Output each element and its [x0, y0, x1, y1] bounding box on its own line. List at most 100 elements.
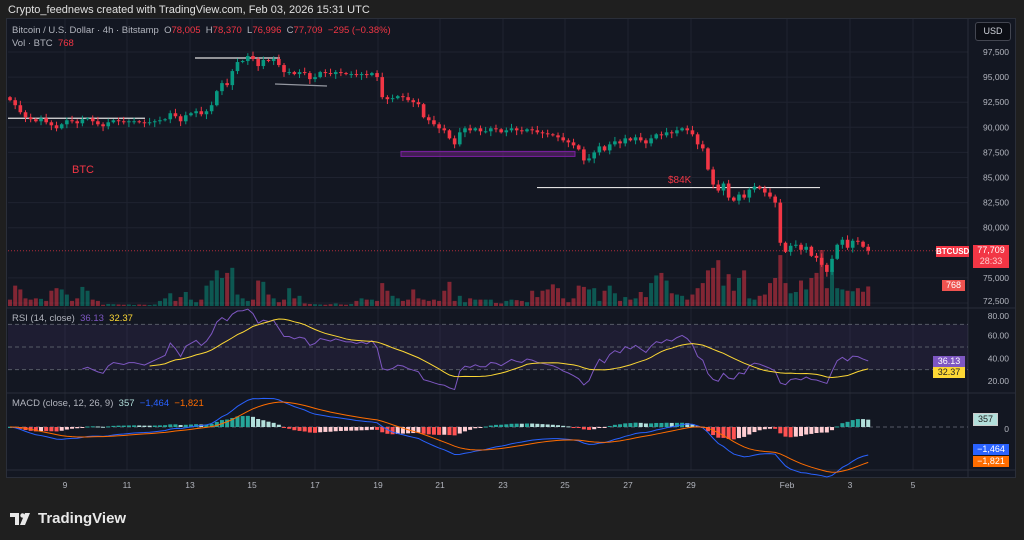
candle-body [825, 264, 829, 272]
candle-body [90, 118, 95, 122]
candle-body [302, 72, 307, 74]
candle-body [168, 113, 173, 120]
change-value: −295 (−0.38%) [327, 25, 391, 36]
volume-bar [199, 299, 204, 306]
x-tick-label: 23 [498, 480, 508, 490]
macd-histogram-bar [250, 416, 255, 427]
candle-body [246, 56, 250, 62]
candle-body [551, 134, 555, 136]
volume-bar [799, 280, 804, 306]
volume-bar [64, 294, 69, 306]
candle-body [344, 73, 348, 75]
macd-histogram-bar [499, 424, 504, 427]
candle-body [540, 132, 545, 134]
candle-body [323, 72, 328, 74]
macd-histogram-bar [545, 424, 550, 427]
macd-histogram-bar [493, 424, 498, 427]
macd-histogram-bar [307, 427, 312, 433]
macd-histogram-bar [276, 424, 281, 427]
volume-bar [561, 298, 566, 306]
candle-body [8, 97, 12, 101]
volume-bar [49, 290, 54, 306]
candle-body [49, 122, 54, 126]
volume-bar [80, 286, 85, 306]
volume-label[interactable]: Vol · BTC [12, 38, 53, 49]
x-tick-label: 3 [848, 480, 853, 490]
candle-body [566, 140, 571, 143]
candle-body [561, 137, 565, 141]
candle-body [457, 132, 462, 145]
volume-bar [245, 300, 250, 306]
currency-button[interactable]: USD [975, 22, 1011, 41]
volume-bar [674, 294, 679, 306]
tradingview-logo[interactable]: TradingView [10, 510, 126, 527]
volume-bar [752, 299, 757, 306]
candle-body [385, 97, 390, 100]
macd-histogram-bar [814, 427, 819, 434]
candle-body [101, 124, 105, 127]
macd-histogram-bar [168, 424, 173, 427]
volume-bar [54, 288, 59, 306]
candle-body [638, 137, 643, 141]
macd-histogram-bar [178, 425, 183, 427]
candle-body [633, 137, 638, 141]
candle-body [308, 73, 312, 80]
macd-label[interactable]: MACD (close, 12, 26, 9) [12, 398, 114, 409]
rsi-value: 36.13 [80, 313, 104, 324]
volume-bar [731, 290, 736, 306]
brand-name: TradingView [38, 510, 127, 527]
macd-histogram-bar [183, 424, 188, 427]
volume-bar [90, 299, 95, 306]
volume-bar [95, 300, 100, 306]
macd-histogram-bar [106, 426, 111, 428]
candle-body [75, 121, 80, 124]
volume-bar [271, 298, 276, 306]
candle-body [34, 119, 38, 122]
volume-bar [287, 288, 292, 306]
candle-body [757, 186, 762, 189]
volume-bar [824, 288, 829, 306]
purple-zone [400, 150, 576, 157]
volume-bar [721, 285, 726, 306]
candle-body [432, 120, 436, 125]
macd-histogram-bar [861, 419, 866, 427]
candle-body [44, 118, 48, 123]
macd-histogram-bar [752, 427, 757, 433]
rsi-tag: 36.13 [933, 356, 965, 367]
macd-histogram-bar [411, 427, 416, 434]
macd-histogram-bar [468, 427, 473, 430]
rsi-line [82, 308, 869, 391]
macd-line [9, 397, 869, 478]
candle-body [866, 246, 871, 251]
candle-body [421, 104, 426, 118]
macd-histogram-bar [44, 427, 49, 432]
macd-histogram-bar [116, 425, 121, 427]
volume-bar [571, 298, 576, 306]
symbol-legend: Bitcoin / U.S. Dollar · 4h · Bitstamp O7… [12, 25, 391, 36]
candle-body [349, 74, 354, 76]
candle-body [85, 118, 90, 120]
candle-body [850, 240, 855, 248]
candle-body [116, 120, 121, 122]
macd-histogram-bar [126, 425, 131, 427]
candle-body [783, 242, 788, 252]
candle-body [54, 125, 59, 129]
rsi-label[interactable]: RSI (14, close) [12, 313, 75, 324]
macd-histogram-bar [845, 421, 850, 427]
macd-value: −1,464 [139, 398, 170, 409]
macd-histogram-bar [550, 424, 555, 427]
candle-body [680, 128, 684, 131]
x-tick-label: 21 [435, 480, 445, 490]
candle-body [494, 128, 498, 130]
candle-body [390, 98, 395, 100]
volume-bar [214, 270, 219, 306]
volume-bar [147, 304, 152, 306]
volume-bar [783, 283, 788, 306]
candle-body [514, 128, 519, 131]
volume-bar [33, 298, 38, 306]
macd-histogram-bar [142, 425, 147, 427]
volume-bar [8, 299, 12, 306]
candle-body [354, 74, 359, 76]
symbol-title[interactable]: Bitcoin / U.S. Dollar · 4h · Bitstamp [12, 25, 159, 36]
